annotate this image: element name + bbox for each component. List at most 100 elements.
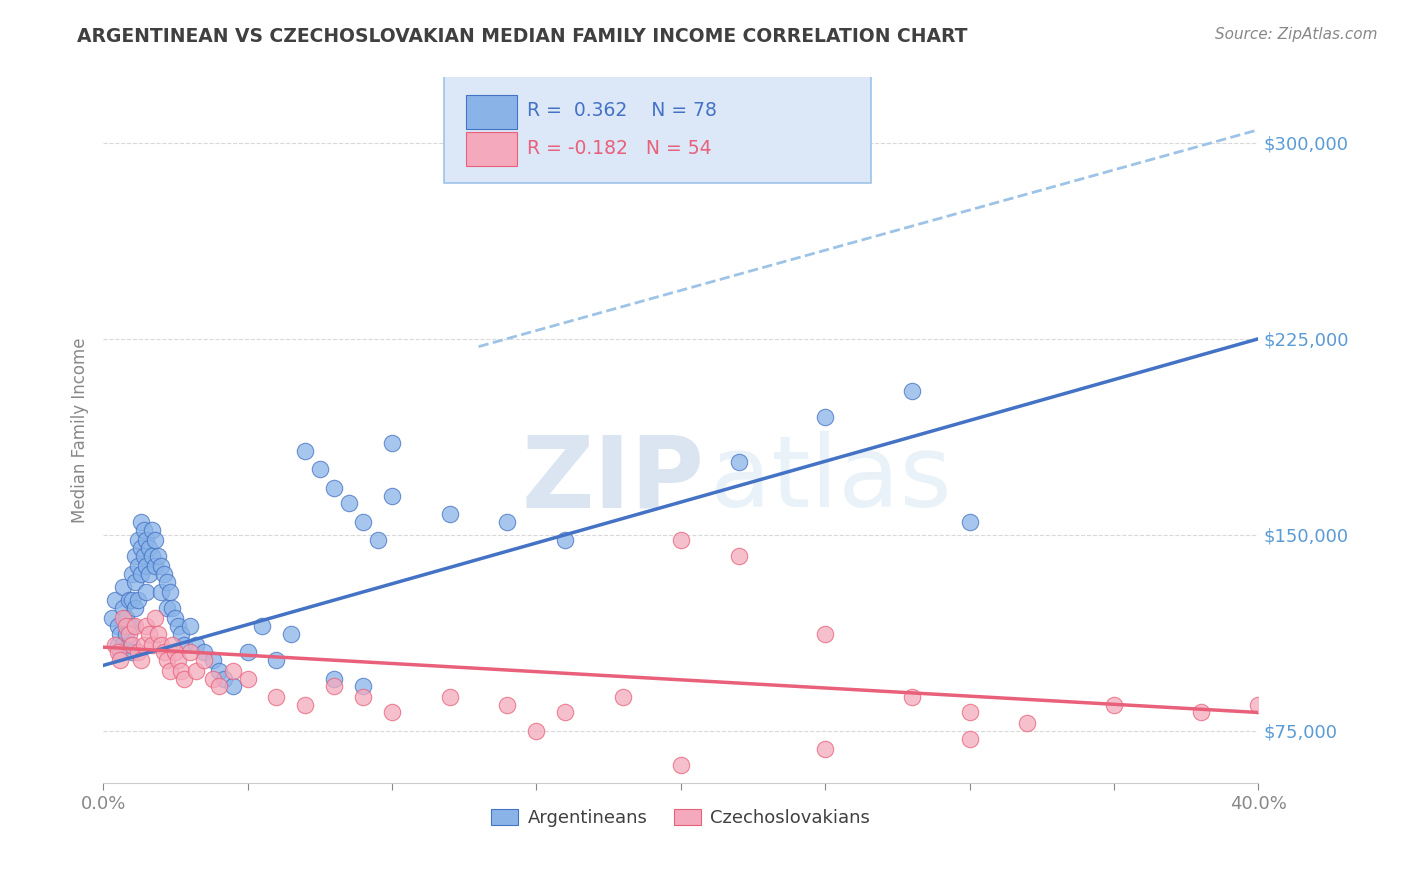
Point [152,566,174,581]
Point [381,706,404,720]
Point [149,638,172,652]
Point [107,645,129,659]
Point [167,619,190,633]
Point [208,664,231,678]
Point [143,611,166,625]
Point [294,444,316,458]
Point [439,690,461,704]
Point [121,638,143,652]
Point [669,533,692,547]
Point [135,585,157,599]
Point [129,515,152,529]
Point [1189,706,1212,720]
Point [727,454,749,468]
Point [124,549,146,563]
Point [162,601,184,615]
Point [127,593,149,607]
Point [323,672,346,686]
Point [159,664,181,678]
Point [135,619,157,633]
Point [107,619,129,633]
Point [110,653,132,667]
Point [132,523,155,537]
Point [496,515,519,529]
Point [121,566,143,581]
Point [156,653,179,667]
Point [352,690,374,704]
Point [110,627,132,641]
Point [141,549,163,563]
Point [814,742,837,756]
Point [143,533,166,547]
Point [141,638,163,652]
Point [121,645,143,659]
Point [112,601,135,615]
Point [193,645,215,659]
Text: Source: ZipAtlas.com: Source: ZipAtlas.com [1215,27,1378,42]
Point [141,523,163,537]
Text: ARGENTINEAN VS CZECHOSLOVAKIAN MEDIAN FAMILY INCOME CORRELATION CHART: ARGENTINEAN VS CZECHOSLOVAKIAN MEDIAN FA… [77,27,967,45]
Point [901,690,924,704]
Point [959,515,981,529]
FancyBboxPatch shape [465,95,517,129]
Point [138,627,160,641]
Y-axis label: Median Family Income: Median Family Income [72,337,89,523]
Point [381,489,404,503]
Point [280,627,302,641]
Text: atlas: atlas [710,431,952,528]
Point [138,566,160,581]
Point [184,664,207,678]
Point [554,706,576,720]
Point [959,706,981,720]
Point [323,679,346,693]
Point [129,541,152,555]
Point [124,601,146,615]
Point [496,698,519,712]
Point [112,638,135,652]
Text: ZIP: ZIP [522,431,704,528]
Point [173,638,195,652]
Point [115,619,138,633]
Point [156,574,179,589]
Point [138,541,160,555]
Point [814,410,837,425]
Point [149,559,172,574]
FancyBboxPatch shape [444,74,872,183]
Point [367,533,389,547]
Point [112,580,135,594]
Point [110,645,132,659]
Point [165,645,187,659]
Point [214,672,236,686]
Point [143,559,166,574]
Point [118,638,141,652]
Point [149,585,172,599]
Point [266,653,288,667]
Point [146,549,169,563]
Point [236,645,259,659]
Point [669,757,692,772]
Point [101,611,124,625]
Point [201,672,224,686]
Point [118,593,141,607]
Point [124,574,146,589]
Point [236,672,259,686]
Point [1247,698,1270,712]
Point [115,627,138,641]
Point [524,723,547,738]
Point [294,698,316,712]
Point [179,645,201,659]
Point [118,627,141,641]
Point [727,549,749,563]
Point [127,533,149,547]
Point [352,679,374,693]
Point [115,611,138,625]
Point [901,384,924,398]
Point [612,690,634,704]
Point [121,619,143,633]
Point [170,627,193,641]
Point [814,627,837,641]
Point [193,653,215,667]
Point [165,611,187,625]
Point [222,664,245,678]
Point [1102,698,1125,712]
